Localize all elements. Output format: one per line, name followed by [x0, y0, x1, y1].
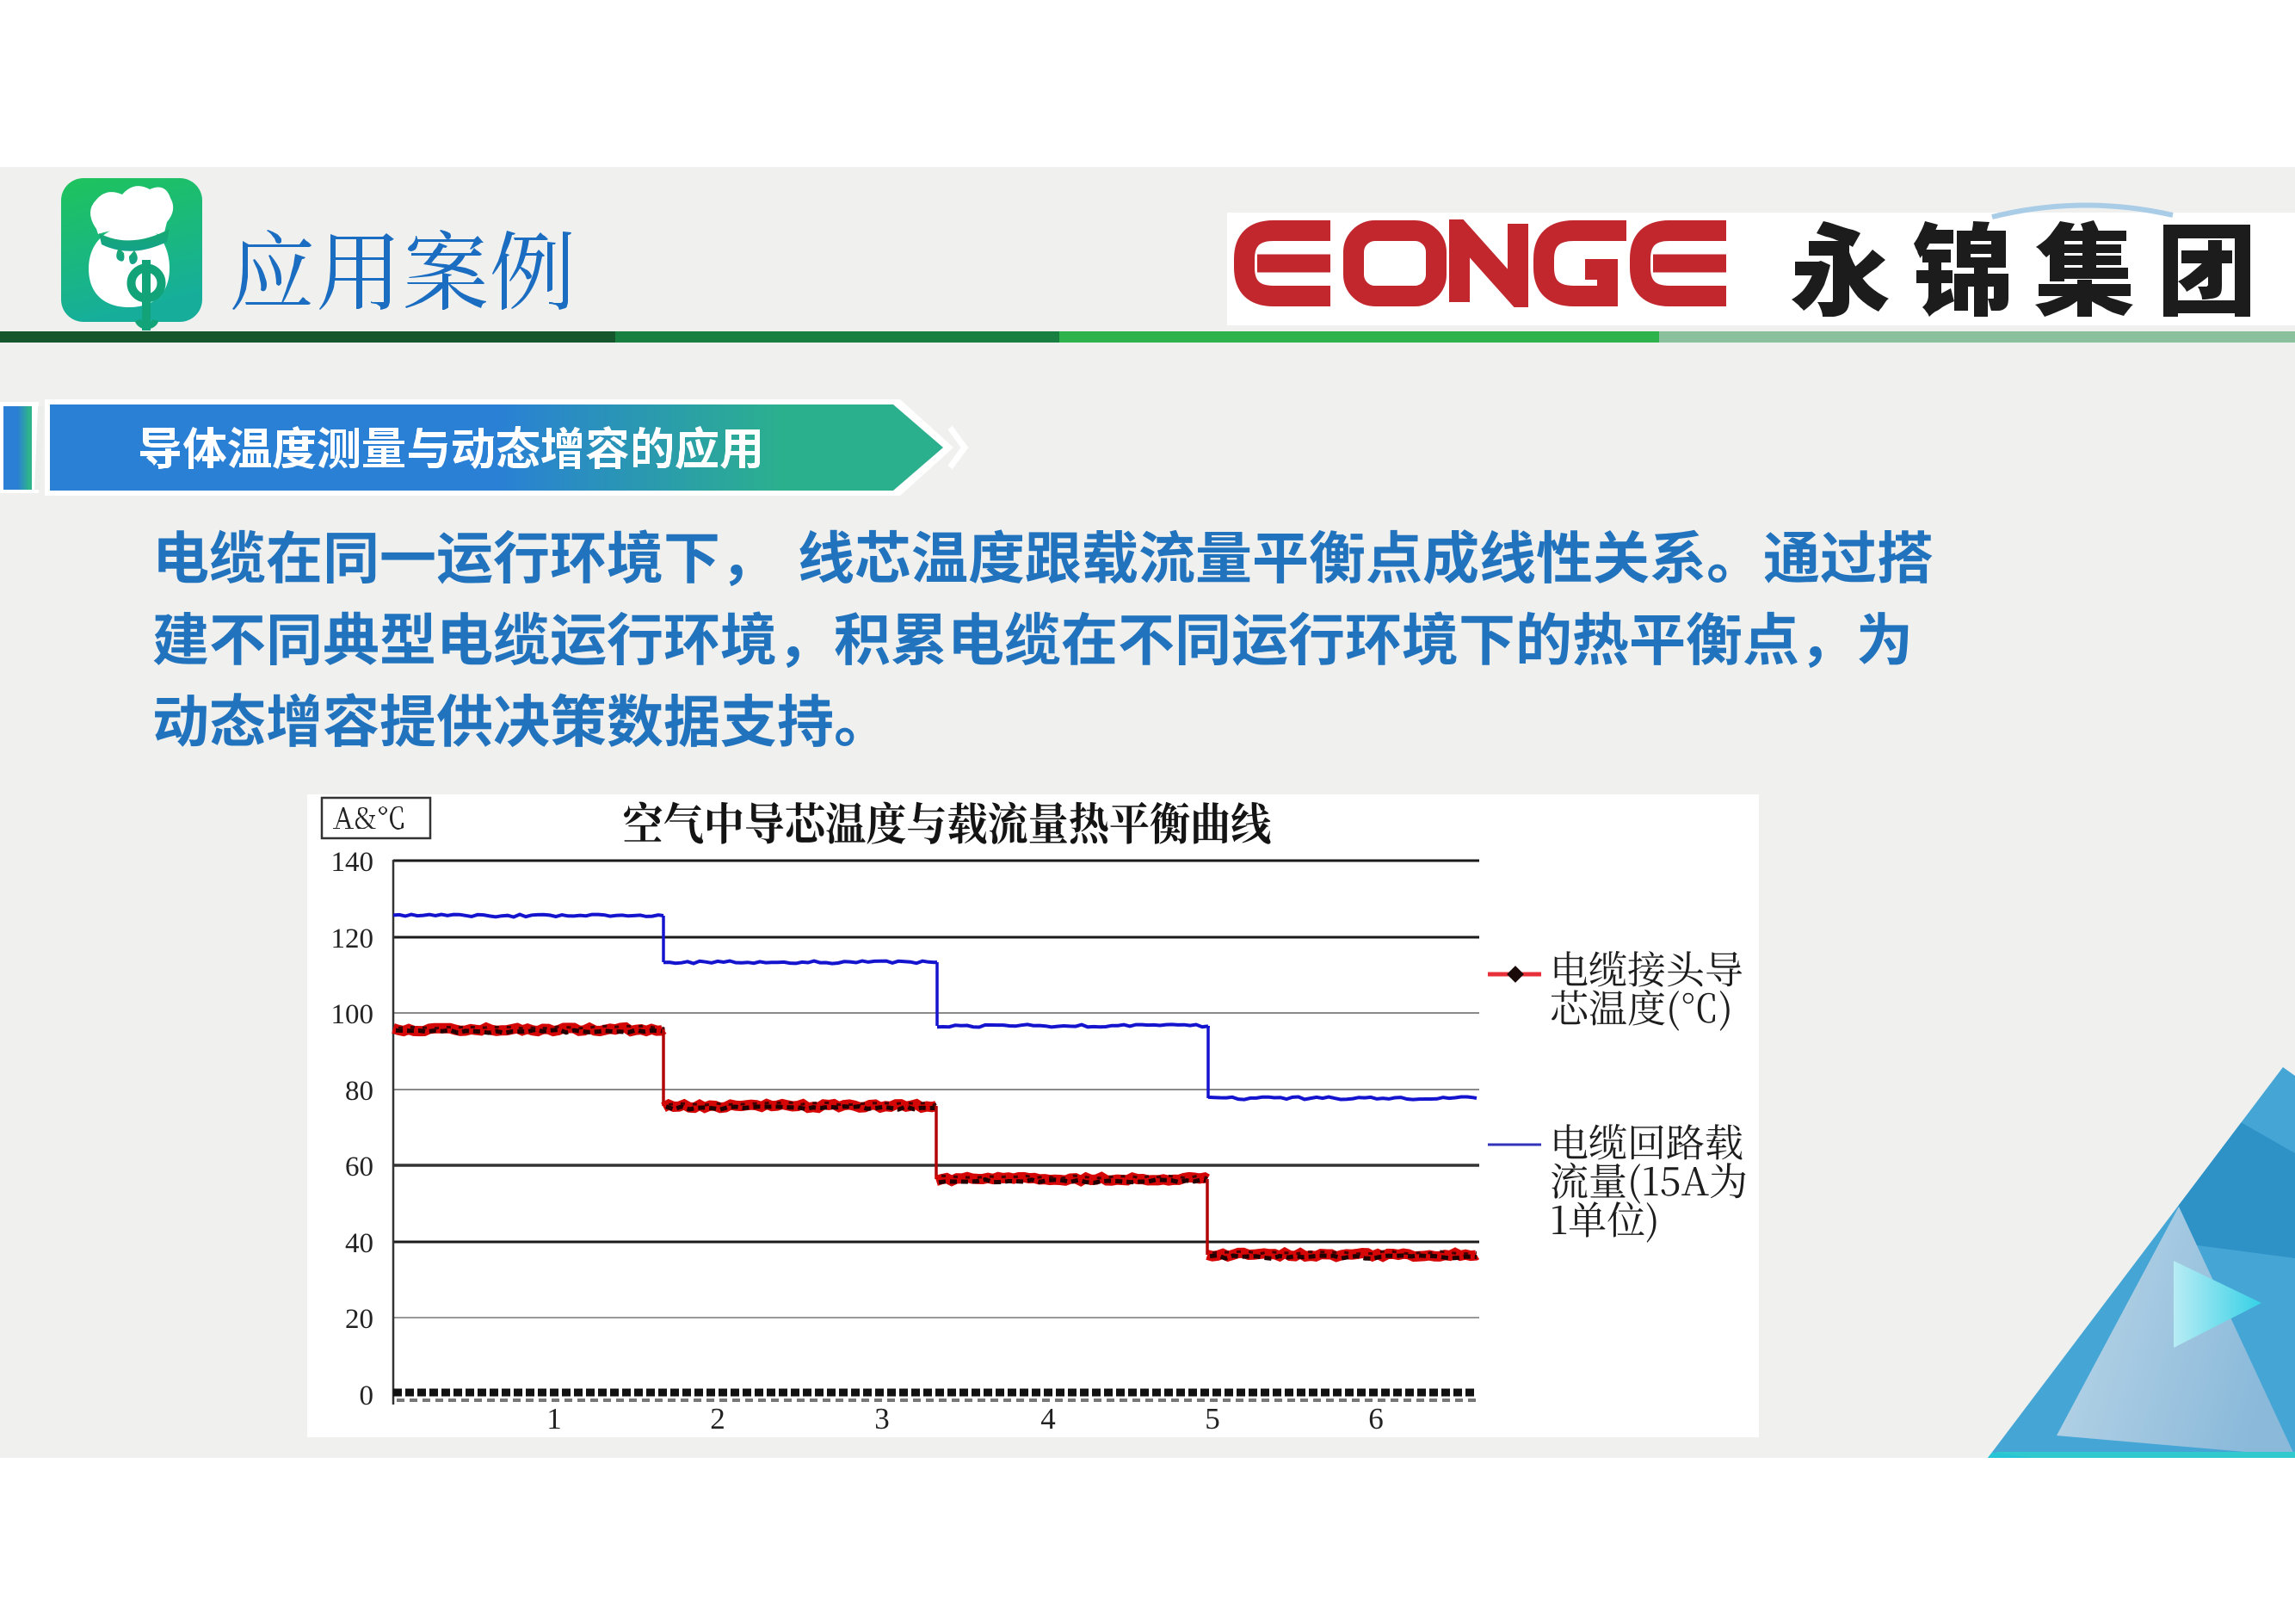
svg-text:80: 80 — [345, 1076, 373, 1107]
svg-text:0: 0 — [360, 1380, 374, 1411]
svg-text:100: 100 — [331, 999, 374, 1030]
svg-text:20: 20 — [345, 1304, 373, 1335]
svg-text:6: 6 — [1368, 1402, 1384, 1436]
svg-text:5: 5 — [1205, 1402, 1220, 1436]
svg-text:40: 40 — [345, 1228, 373, 1259]
svg-text:1: 1 — [546, 1402, 562, 1436]
svg-text:60: 60 — [345, 1152, 373, 1182]
svg-text:3: 3 — [874, 1402, 890, 1436]
svg-text:4: 4 — [1040, 1402, 1056, 1436]
svg-text:2: 2 — [710, 1402, 725, 1436]
svg-text:140: 140 — [331, 847, 374, 878]
svg-text:120: 120 — [331, 923, 374, 954]
